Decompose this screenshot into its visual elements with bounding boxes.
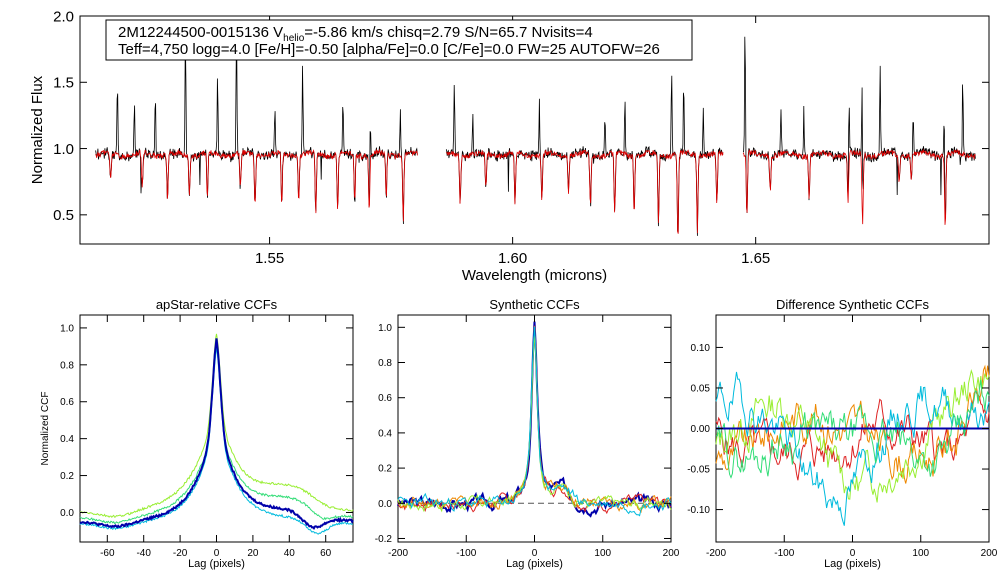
info-line-2: Teff=4,750 logg=4.0 [Fe/H]=-0.50 [alpha/… [118,41,660,58]
synthetic_ccf-xtick-label: 0 [532,548,538,559]
apstar_ccf-ytick-label: 0.2 [60,471,74,482]
spectrum-ytick-label: 1.5 [53,75,74,92]
apstar_ccf-xtick-label: 60 [320,548,332,559]
apstar-ccf-axes: -60 -40 -20 0 20 40 60 0.0 0.2 0.4 0.6 0.8 1.0 apStar… [40,297,353,570]
difference_ccf-ytick-label: -0.10 [687,505,710,516]
apstar-ccf-visit-1 [79,347,354,535]
spectrum-xtick-label: 1.55 [255,250,284,267]
synthetic_ccf-ytick-label: 0.0 [378,499,392,510]
spectrum-plot-frame [79,15,990,245]
apstar_ccf-title: apStar-relative CCFs [156,297,278,312]
apstar_ccf-ylabel: Normalized CCF [40,392,51,466]
apstar_ccf-xlabel: Lag (pixels) [188,558,245,570]
apstar-ccf-panel: -60 -40 -20 0 20 40 60 0.0 0.2 0.4 0.6 0.8 1.0 apStar… [40,297,354,570]
synthetic_ccf-ytick-label: 0.8 [378,358,392,369]
synthetic_ccf-xtick-label: 100 [594,548,611,559]
info-line-1-suffix: =-5.86 km/s chisq=2.79 S/N=65.7 Nvisits=… [304,24,592,41]
synthetic-ccf-visit-3 [397,331,672,513]
spectrum-xlabel: Wavelength (microns) [462,267,607,284]
spectrum-ytick-label: 2.0 [53,8,74,25]
spectrum-traces [95,20,976,236]
apstar_ccf-xtick-label: -60 [100,548,115,559]
apstar_ccf-xtick-label: -20 [173,548,188,559]
synthetic_ccf-ytick-label: 1.0 [378,323,392,334]
apstar_ccf-xtick-label: 20 [247,548,259,559]
synthetic-ccf-axes: -200 -100 0 100 200 -0.2 0.0 0.2 0.4 0.6 0.8 1.0 Syn… [375,297,680,570]
apstar_ccf-xtick-label: 0 [214,548,220,559]
difference_ccf-ytick-label: 0.00 [691,424,711,435]
difference_ccf-ytick-label: 0.05 [691,383,711,394]
difference_ccf-ytick-label: -0.05 [687,465,710,476]
synthetic_ccf-ytick-label: 0.2 [378,464,392,475]
info-line-1-subscript: helio [283,33,305,44]
synthetic_ccf-xtick-label: 200 [663,548,680,559]
synthetic-ccf-visit-1 [397,325,672,515]
spectrum-ytick-label: 1.0 [53,141,74,158]
apstar_ccf-ytick-label: 0.0 [60,508,74,519]
difference-ccf-visit-2 [715,364,990,484]
apstar_ccf-ytick-label: 0.4 [60,434,74,445]
apstar-ccf-combined [79,338,354,531]
apstar_ccf-ytick-label: 1.0 [60,323,74,334]
spectrum-xtick-label: 1.65 [741,250,770,267]
apstar_ccf-xtick-label: -40 [136,548,151,559]
spectrum-ytick-label: 0.5 [53,207,74,224]
synthetic_ccf-ytick-label: 0.6 [378,393,392,404]
apstar-ccf-traces [79,333,354,535]
difference_ccf-xtick-label: -100 [774,548,794,559]
synthetic_ccf-title: Synthetic CCFs [489,297,580,312]
difference-ccf-visit-4 [715,371,990,526]
difference-ccf-axes: -200 -100 0 100 200 -0.10 -0.05 0.00 0.05 0.10 Dif… [687,297,998,570]
difference_ccf-xlabel: Lag (pixels) [824,558,881,570]
synthetic-ccf-panel: -200 -100 0 100 200 -0.2 0.0 0.2 0.4 0.6 0.8 1.0 Syn… [375,297,680,570]
synthetic_ccf-xlabel: Lag (pixels) [506,558,563,570]
info-box [105,19,693,61]
difference_ccf-xtick-label: 0 [850,548,856,559]
synthetic-ccf-traces [397,321,672,518]
spectrum-panel: 1.55 1.60 1.65 0.5 1.0 1.5 2.0 Wavelength (micr… [29,8,990,284]
difference_ccf-xtick-label: -200 [706,548,726,559]
spectrum-ylabel: Normalized Flux [29,75,46,184]
apstar_ccf-xtick-label: 40 [284,548,296,559]
info-line-1: 2M12244500-0015136 Vhelio=-5.86 km/s chi… [118,24,593,44]
observed-spectrum-chip-3 [742,36,976,218]
synthetic-ccf-visit-4 [397,326,672,517]
difference_ccf-xtick-label: 200 [981,548,998,559]
synthetic_ccf-ytick-label: 0.4 [378,428,392,439]
model-spectrum-chip-3 [742,148,976,225]
spectrum-xtick-label: 1.60 [498,250,527,267]
synthetic_ccf-xtick-label: -200 [388,548,408,559]
apstar-ccf-visit-2 [79,347,354,525]
apstar_ccf-ytick-label: 0.6 [60,397,74,408]
synthetic_ccf-xtick-label: -100 [456,548,476,559]
difference_ccf-xtick-label: 100 [912,548,929,559]
difference-ccf-panel: -200 -100 0 100 200 -0.10 -0.05 0.00 0.05 0.10 Dif… [687,297,998,570]
difference_ccf-ytick-label: 0.10 [691,343,711,354]
apstar-ccf-visit-3 [79,333,354,518]
difference-ccf-traces [715,364,990,526]
synthetic_ccf-ytick-label: -0.2 [375,534,393,545]
difference_ccf-title: Difference Synthetic CCFs [776,297,929,312]
difference-ccf-visit-5 [715,379,990,479]
info-line-1-prefix: 2M12244500-0015136 V [118,24,283,41]
model-spectrum-chip-2 [445,148,724,234]
apstar_ccf-ytick-label: 0.8 [60,360,74,371]
synthetic-ccf-combined [397,321,672,518]
synthetic-ccf-visit-2 [397,326,672,514]
spectrum-axes: 1.55 1.60 1.65 0.5 1.0 1.5 2.0 Wavelength (micr… [29,8,989,284]
model-spectrum-chip-1 [95,148,418,222]
